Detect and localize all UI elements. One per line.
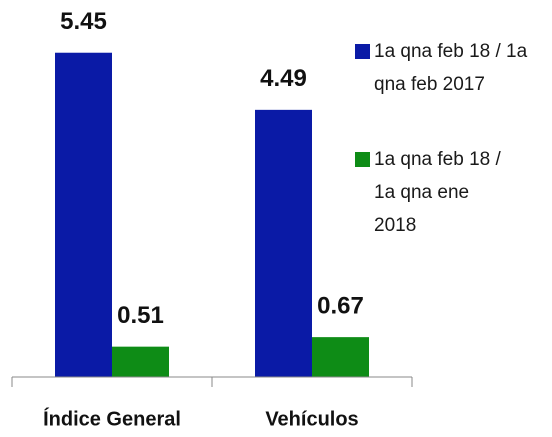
- bar: [312, 337, 369, 377]
- data-label: 5.45: [60, 8, 107, 35]
- legend-label: 1a qna feb 18 / 1a qna feb 2017: [374, 41, 528, 95]
- bar: [255, 109, 312, 377]
- legend-label: 1a qna feb 18 / 1a qna ene 2018: [374, 149, 501, 236]
- x-tick-label: Vehículos: [265, 408, 358, 430]
- legend-swatch: [355, 44, 370, 59]
- data-label: 4.49: [260, 65, 307, 92]
- legend-swatch: [355, 152, 370, 167]
- bar: [55, 52, 112, 377]
- data-label: 0.67: [317, 292, 364, 319]
- bar: [112, 346, 169, 377]
- x-tick-label: Índice General: [43, 407, 181, 430]
- data-label: 0.51: [117, 302, 164, 329]
